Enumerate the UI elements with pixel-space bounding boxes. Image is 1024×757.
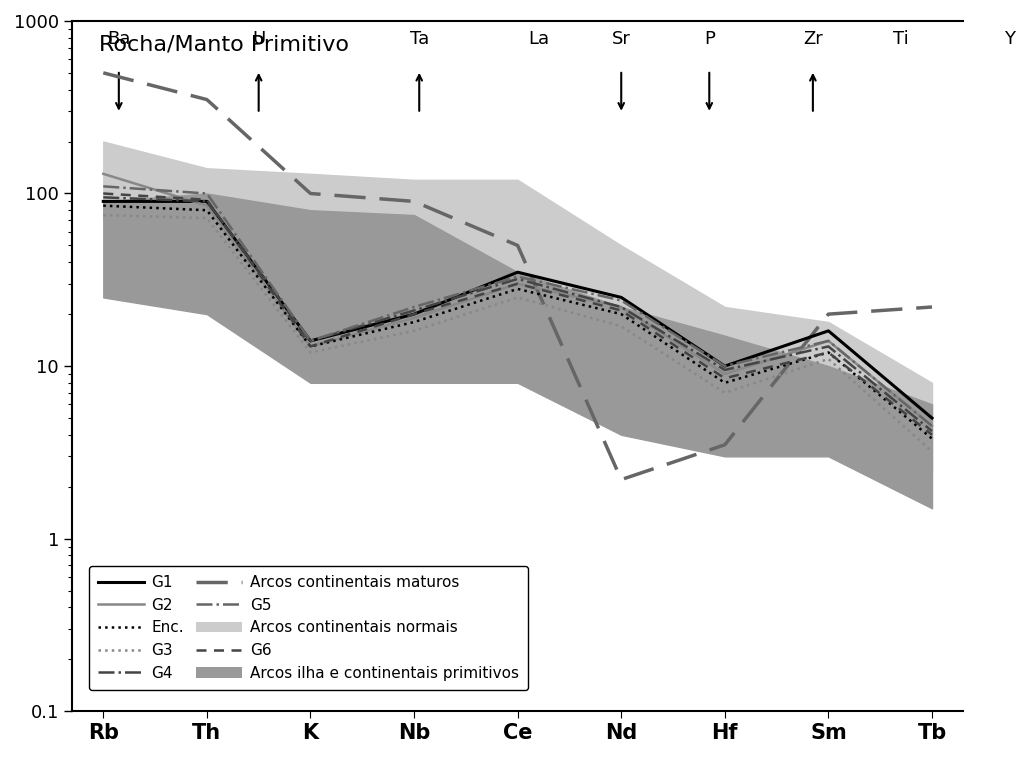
Text: Sr: Sr <box>611 30 631 48</box>
Text: Ta: Ta <box>410 30 429 48</box>
Text: Ba: Ba <box>108 30 130 48</box>
Text: Ti: Ti <box>893 30 909 48</box>
Text: Zr: Zr <box>803 30 822 48</box>
Text: Y: Y <box>1005 30 1015 48</box>
Text: U: U <box>252 30 265 48</box>
Text: Rocha/Manto Primitivo: Rocha/Manto Primitivo <box>99 35 349 55</box>
Legend: G1, G2, Enc., G3, G4, Arcos continentais maturos, G5, Arcos continentais normais: G1, G2, Enc., G3, G4, Arcos continentais… <box>89 566 528 690</box>
Text: La: La <box>527 30 549 48</box>
Text: P: P <box>703 30 715 48</box>
